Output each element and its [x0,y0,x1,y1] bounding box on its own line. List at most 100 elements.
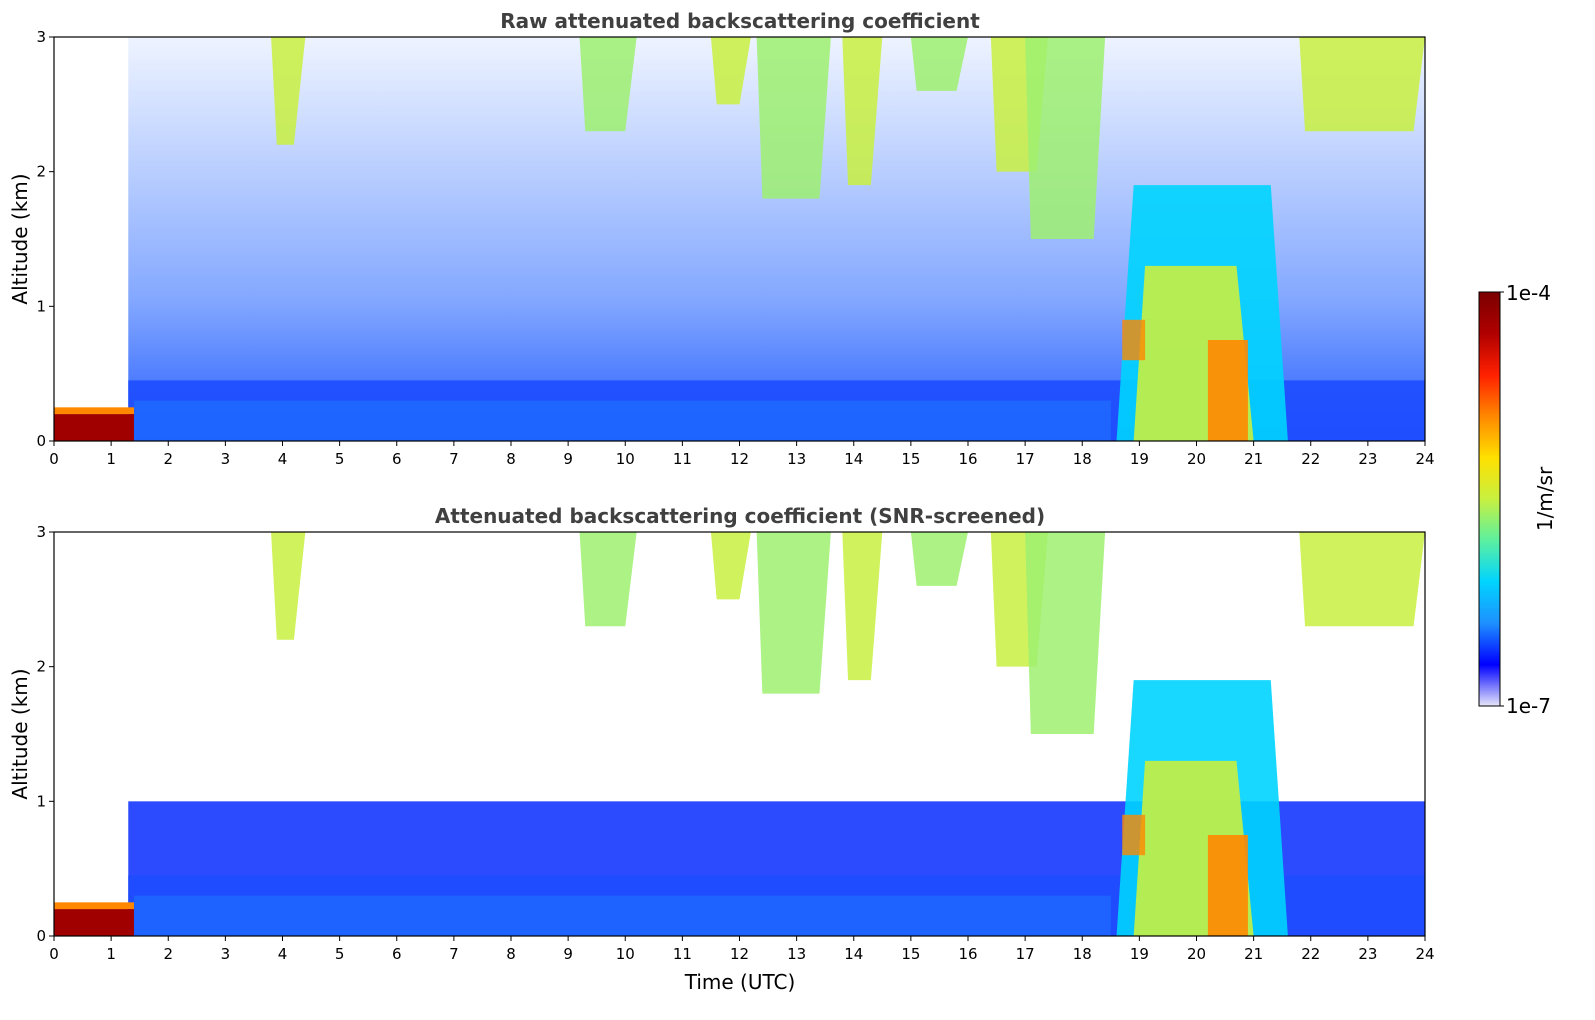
x-tick-label: 11 [673,450,692,468]
panel-screened-x-axis: 0 1 2 3 4 5 6 7 8 9 10 11 12 13 14 15 16 17 18 19 20 21 22 23 24 [49,936,1435,963]
virga-streak [271,532,306,640]
x-tick-label: 7 [449,450,459,468]
x-tick-label: 12 [730,450,749,468]
aerosol-core [133,400,1111,441]
panel-raw-ylabel: Altitude (km) [8,173,32,304]
y-tick-label: 3 [36,28,46,46]
surface-fog-edge [54,407,134,415]
x-tick-label: 12 [730,945,749,963]
panel-screened-y-axis: 0 1 2 3 [36,523,54,945]
x-tick-label: 11 [673,945,692,963]
virga-streak [1299,37,1425,132]
x-tick-label: 4 [278,450,288,468]
virga-streak [579,532,637,627]
x-tick-label: 22 [1301,945,1320,963]
colorbar-max-label: 1e-4 [1506,281,1551,305]
panel-raw-title: Raw attenuated backscattering coefficien… [500,9,980,33]
x-tick-label: 18 [1073,945,1092,963]
x-tick-label: 0 [49,450,59,468]
panel-raw-y-axis: 0 1 2 3 [36,28,54,450]
x-tick-label: 6 [392,945,402,963]
y-tick-label: 2 [36,163,46,181]
x-tick-label: 24 [1415,450,1434,468]
x-tick-label: 22 [1301,450,1320,468]
x-tick-label: 2 [163,945,173,963]
surface-fog [54,909,134,936]
x-tick-label: 16 [958,450,977,468]
colorbar-min-label: 1e-7 [1506,694,1551,718]
x-tick-label: 20 [1187,945,1206,963]
x-tick-label: 15 [901,450,920,468]
x-tick-label: 10 [616,450,635,468]
x-tick-label: 14 [844,945,863,963]
virga-streak [579,37,637,132]
virga-streak [842,37,883,186]
panel-screened-heatmap [54,532,1425,936]
x-tick-label: 21 [1244,450,1263,468]
panel-raw: Raw attenuated backscattering coefficien… [8,9,1435,468]
x-tick-label: 7 [449,945,459,963]
x-tick-label: 9 [563,450,573,468]
y-tick-label: 3 [36,523,46,541]
x-tick-label: 8 [506,450,516,468]
x-tick-label: 6 [392,450,402,468]
x-tick-label: 4 [278,945,288,963]
panel-screened-title: Attenuated backscattering coefficient (S… [435,504,1045,528]
surface-fog-edge [54,902,134,910]
x-tick-label: 16 [958,945,977,963]
surface-fog [54,414,134,441]
x-tick-label: 1 [106,450,116,468]
y-tick-label: 0 [36,432,46,450]
virga-streak [271,37,306,145]
x-tick-label: 8 [506,945,516,963]
virga-streak [710,532,751,600]
virga-streak [710,37,751,105]
x-tick-label: 23 [1358,450,1377,468]
x-tick-label: 3 [221,450,231,468]
x-tick-label: 17 [1016,945,1035,963]
y-tick-label: 0 [36,927,46,945]
x-tick-label: 10 [616,945,635,963]
x-tick-label: 15 [901,945,920,963]
colorbar: 1e-4 1e-7 1/m/sr [1478,281,1557,718]
colorbar-bar [1478,291,1501,707]
aerosol-core [133,895,1111,936]
colorbar-label: 1/m/sr [1533,466,1557,531]
panel-screened-ylabel: Altitude (km) [8,668,32,799]
x-tick-label: 24 [1415,945,1434,963]
panel-screened: Attenuated backscattering coefficient (S… [8,504,1435,994]
x-tick-label: 3 [221,945,231,963]
x-tick-label: 5 [335,450,345,468]
x-tick-label: 0 [49,945,59,963]
virga-streak [1025,532,1106,734]
x-tick-label: 9 [563,945,573,963]
virga-streak [910,37,968,91]
x-tick-label: 13 [787,450,806,468]
x-tick-label: 14 [844,450,863,468]
x-tick-label: 23 [1358,945,1377,963]
precip-max [1122,814,1146,856]
virga-streak [910,532,968,586]
panel-raw-x-axis: 0 1 2 3 4 5 6 7 8 9 10 11 12 13 14 15 16 17 18 19 20 21 22 23 24 [49,441,1435,468]
x-tick-label: 21 [1244,945,1263,963]
x-tick-label: 19 [1130,945,1149,963]
x-tick-label: 13 [787,945,806,963]
x-tick-label: 20 [1187,450,1206,468]
virga-streak [842,532,883,681]
y-tick-label: 1 [36,792,46,810]
panel-raw-heatmap [54,37,1425,441]
x-tick-label: 1 [106,945,116,963]
y-tick-label: 2 [36,658,46,676]
virga-streak [756,37,831,199]
x-tick-label: 19 [1130,450,1149,468]
precip-max [1207,835,1248,936]
virga-streak [1025,37,1106,239]
precip-max [1207,340,1248,441]
x-tick-label: 17 [1016,450,1035,468]
virga-streak [756,532,831,694]
panel-screened-xlabel: Time (UTC) [684,970,796,994]
precip-max [1122,319,1146,361]
x-tick-label: 2 [163,450,173,468]
x-tick-label: 18 [1073,450,1092,468]
